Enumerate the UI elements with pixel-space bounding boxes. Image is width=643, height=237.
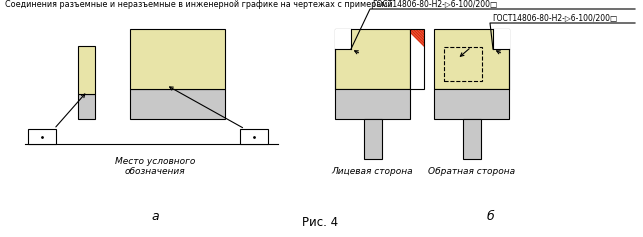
Bar: [335, 89, 410, 119]
Text: Место условного
обозначения: Место условного обозначения: [115, 157, 195, 176]
Bar: [28, 129, 56, 144]
Bar: [130, 29, 225, 89]
Bar: [410, 29, 424, 89]
Bar: [434, 89, 509, 119]
Text: Лицевая сторона: Лицевая сторона: [332, 167, 413, 176]
Text: ГОСТ14806-80-Н2-▷6-100/200□: ГОСТ14806-80-Н2-▷6-100/200□: [372, 0, 497, 9]
Bar: [434, 29, 509, 89]
Bar: [410, 29, 424, 89]
Text: б: б: [486, 210, 494, 223]
Text: ГОСТ14806-80-Н2-▷6-100/200□: ГОСТ14806-80-Н2-▷6-100/200□: [492, 14, 617, 23]
Bar: [462, 119, 480, 159]
Bar: [493, 29, 509, 49]
Text: Рис. 4: Рис. 4: [302, 216, 338, 229]
Text: Соединения разъемные и неразъемные в инженерной графике на чертежах с примерами: Соединения разъемные и неразъемные в инж…: [5, 0, 393, 9]
Bar: [78, 94, 95, 119]
Bar: [335, 29, 351, 49]
Bar: [335, 29, 410, 89]
Bar: [444, 47, 482, 81]
Bar: [240, 129, 268, 144]
Bar: [363, 119, 381, 159]
Text: а: а: [151, 210, 159, 223]
Bar: [78, 46, 95, 94]
Bar: [130, 89, 225, 119]
Text: Обратная сторона: Обратная сторона: [428, 167, 515, 176]
